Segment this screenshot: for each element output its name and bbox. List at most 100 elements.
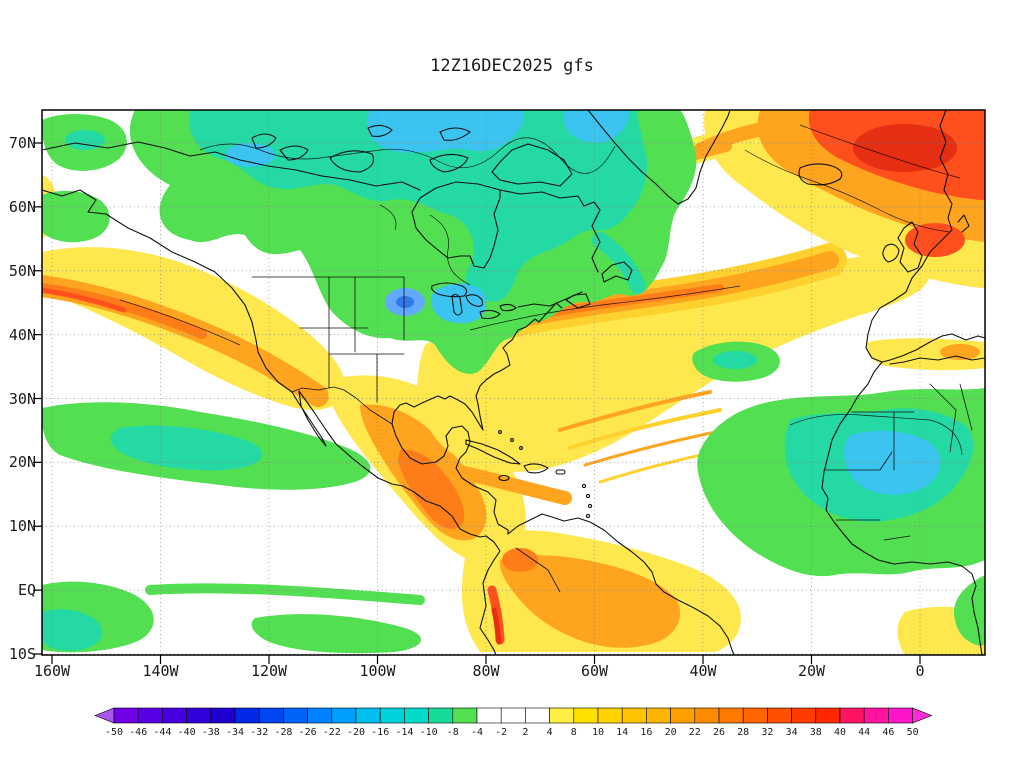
coast-scandinavia	[929, 110, 953, 253]
colorbar-tick-label: 32	[761, 727, 774, 738]
lon-tick-label: 140W	[142, 662, 179, 680]
colorbar-tick-label: -40	[177, 727, 196, 738]
colorbar-tick-label: -14	[395, 727, 414, 738]
colorbar-segment	[888, 707, 913, 724]
colorbar-tick-label: -10	[419, 727, 438, 738]
colorbar-tick-label: -34	[225, 727, 245, 738]
colorbar-tick-label: 26	[712, 727, 726, 738]
colorbar-segment	[694, 707, 720, 724]
colorbar-segment	[742, 707, 768, 724]
lat-tick-label: 20N	[8, 453, 36, 472]
colorbar-segment	[500, 707, 526, 724]
coast-west-africa	[821, 361, 983, 655]
us-mexico-border	[291, 386, 393, 425]
teal-core-canada	[189, 110, 647, 302]
colorbar-segment	[137, 707, 163, 724]
colorbar-segment	[863, 707, 889, 724]
colorbar-tick-label: 44	[858, 727, 871, 738]
shading-negative-layer	[42, 110, 985, 654]
colorbar-segment	[186, 707, 212, 724]
colorbar-tick-label: 8	[570, 727, 577, 738]
coast-mexico-gulf	[391, 423, 509, 535]
colorbar-segment	[307, 707, 333, 724]
coast-baja-mexico	[291, 390, 501, 655]
coast-iberia	[865, 251, 985, 363]
colorbar-tick-label: -44	[153, 727, 172, 738]
colorbar-segment	[597, 707, 623, 724]
colorbar-tick-label: 46	[882, 727, 895, 738]
colorbar-segment	[646, 707, 671, 724]
colorbar-segment	[476, 707, 502, 724]
colorbar-tick-label: -22	[322, 727, 341, 738]
coast-labrador	[499, 189, 601, 273]
coast-greenland	[587, 110, 731, 205]
title-run-line: 12Z16DEC2025 gfs	[430, 56, 594, 76]
colorbar-tick-label: 2	[522, 727, 529, 738]
lon-tick-label: 60W	[580, 662, 609, 680]
colorbar-tick-label: 14	[616, 727, 629, 738]
lon-tick-label: 40W	[689, 662, 717, 680]
colorbar-segment	[210, 707, 236, 724]
lat-tick-label: 50N	[8, 261, 36, 280]
colorbar-tick-label: -16	[371, 727, 390, 738]
colorbar-segment	[718, 707, 744, 724]
colorbar-segment	[815, 707, 841, 724]
colorbar-segment	[839, 707, 865, 724]
coast-uk	[897, 221, 923, 273]
colorbar-segment	[767, 707, 792, 724]
colorbar-tick-label: 40	[833, 727, 847, 738]
lon-tick-label: 20W	[797, 662, 826, 680]
colorbar-tick-label: -8	[446, 727, 459, 738]
colorbar-segment	[452, 707, 478, 724]
lat-lon-gridlines	[42, 110, 985, 655]
colorbar-arrow	[94, 707, 115, 724]
cyan-core-africa	[844, 430, 941, 495]
colorbar-tick-label: 10	[591, 727, 605, 738]
red-anomaly-uk	[905, 223, 965, 257]
colorbar-segment	[549, 707, 575, 724]
colorbar-segment	[525, 707, 550, 724]
colorbar-segment	[428, 707, 454, 724]
coast-south-america-north	[507, 513, 735, 655]
colorbar-tick-label: -50	[104, 727, 124, 738]
colorbar-tick-label: -28	[274, 727, 293, 738]
colorbar-tick-label: -32	[250, 727, 269, 738]
lat-tick-label: 70N	[8, 134, 36, 152]
colorbar-tick-label: -20	[346, 727, 366, 738]
colorbar-tick-label: 50	[906, 727, 919, 738]
colorbar-tick-label: -26	[298, 727, 317, 738]
colorbar-tick-label: -46	[129, 727, 148, 738]
coast-cuba	[465, 439, 521, 465]
colorbar-tick-labels: -50 -46 -44 -40 -38 -34 -32 -28 -26 -22 -20 -16 -14-…	[0, 727, 1024, 741]
colorbar-tick-label: 34	[785, 727, 798, 738]
coast-hudson-bay	[411, 181, 501, 269]
colorbar-segment	[234, 707, 260, 724]
colorbar-segment	[573, 707, 599, 724]
colorbar-segment	[621, 707, 647, 724]
colorbar-tick-label: 4	[546, 727, 553, 738]
colorbar-tick-label: 38	[809, 727, 822, 738]
colorbar-tick-label: -2	[495, 727, 508, 738]
colorbar-segment	[355, 707, 381, 724]
us-state-borders	[251, 276, 405, 403]
lon-tick-label: 120W	[250, 662, 288, 680]
map-frame	[41, 109, 986, 656]
coastlines-layer	[42, 110, 985, 655]
cyan-great-lakes	[431, 283, 487, 324]
lat-tick-label: 10N	[8, 517, 36, 536]
axis-tick-marks	[33, 142, 921, 664]
colorbar-arrow	[912, 707, 933, 724]
colorbar-segment	[162, 707, 187, 724]
colorbar-segment	[113, 707, 139, 724]
lat-tick-label: EQ	[17, 581, 36, 600]
colorbar-tick-label: -4	[470, 727, 484, 738]
contour-lines-layer	[119, 124, 963, 456]
lon-tick-label: 160W	[33, 662, 71, 680]
colorbar-tick-label: 16	[640, 727, 653, 738]
colorbar-legend	[94, 707, 933, 724]
colorbar-segment	[404, 707, 429, 724]
colorbar-tick-label: 28	[737, 727, 750, 738]
coast-iceland	[798, 163, 843, 186]
colorbar-segment	[258, 707, 284, 724]
